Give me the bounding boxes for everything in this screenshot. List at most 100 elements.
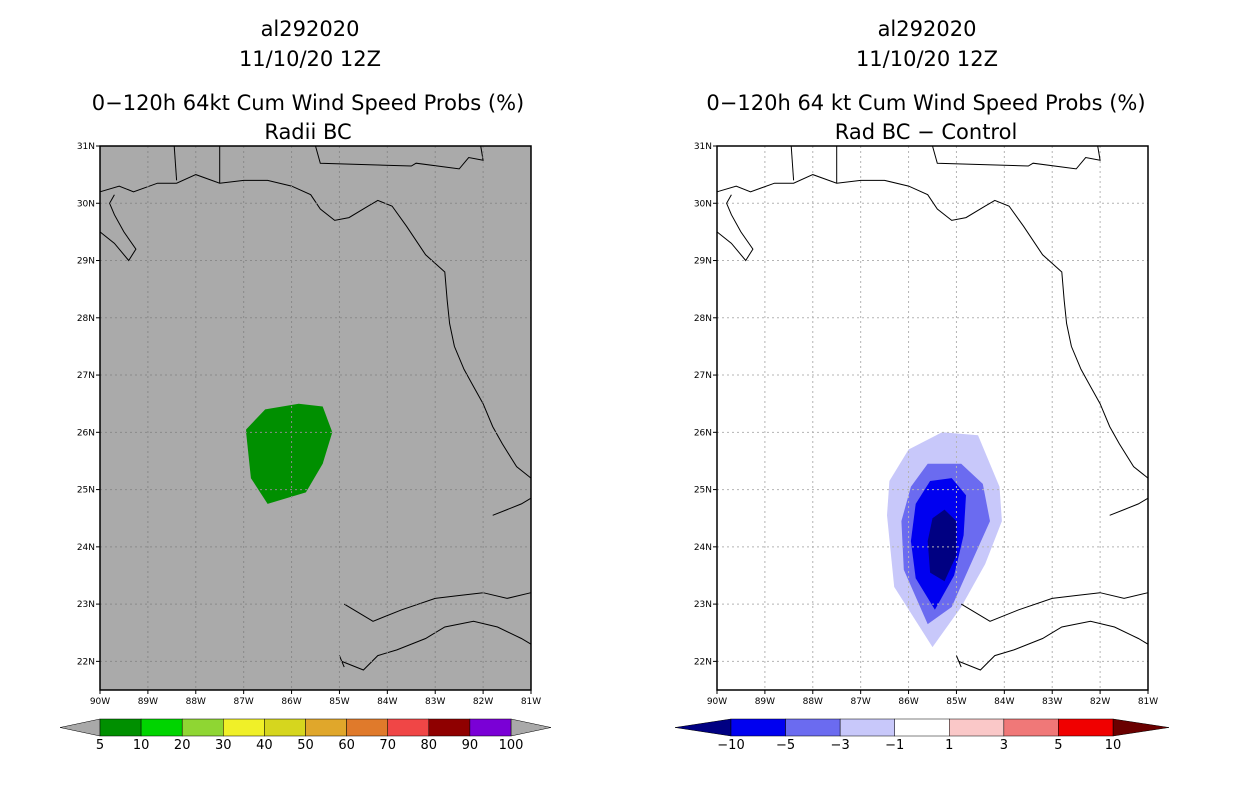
left-colorbar-label: 70 — [379, 738, 396, 753]
left-colorbar-segment — [305, 718, 347, 737]
left-colorbar-segment — [346, 718, 388, 737]
right-lon-label: 87W — [850, 697, 870, 707]
right-lon-label: 85W — [946, 697, 966, 707]
right-coastline — [960, 592, 1149, 622]
right-colorbar-segment — [1058, 718, 1114, 737]
left-lon-label: 83W — [425, 697, 445, 707]
left-coastline — [492, 497, 532, 516]
left-lat-label: 31N — [77, 142, 95, 152]
left-date-time: 11/10/20 12Z — [239, 47, 381, 71]
right-colorbar-label: −5 — [776, 738, 795, 753]
left-lat-label: 22N — [77, 657, 95, 667]
left-coastlines — [99, 145, 532, 671]
left-colorbar-label: 5 — [96, 738, 104, 753]
right-colorbar-segment — [839, 718, 895, 737]
right-coastline — [958, 620, 1149, 671]
right-lat-label: 22N — [694, 657, 712, 667]
left-lon-label: 86W — [281, 697, 301, 707]
right-lon-label: 90W — [707, 697, 727, 707]
left-colorbar-segment — [264, 718, 306, 737]
right-axis-ticks: 31N 30N 29N 28N 27N 26N 25N 24N 23N 22N 90W 89W 88W 8… — [694, 142, 1158, 707]
right-coastline — [955, 655, 962, 668]
right-colorbar-segment — [949, 718, 1005, 737]
right-title: 0−120h 64 kt Cum Wind Speed Probs (%) — [706, 91, 1145, 115]
left-colorbar: 5 10 20 30 40 50 60 70 80 90 100 — [59, 718, 552, 753]
left-colorbar-label: 30 — [215, 738, 232, 753]
left-subtitle: Radii BC — [264, 120, 351, 144]
right-lat-label: 27N — [694, 371, 712, 381]
left-colorbar-segment — [469, 718, 512, 737]
left-colorbar-label: 100 — [499, 738, 524, 753]
left-lat-label: 26N — [77, 428, 95, 438]
right-colorbar-label: −3 — [831, 738, 850, 753]
right-map-frame — [716, 145, 1149, 691]
right-colorbar-label: 5 — [1054, 738, 1062, 753]
left-coastline — [338, 655, 345, 668]
left-colorbar-high-arrow — [510, 718, 552, 737]
left-colorbar-segment — [428, 718, 471, 737]
right-colorbar-label: 1 — [945, 738, 953, 753]
right-colorbar-low-arrow — [674, 718, 732, 737]
left-lat-label: 24N — [77, 543, 95, 553]
left-lon-label: 85W — [329, 697, 349, 707]
left-lon-label: 89W — [138, 697, 158, 707]
right-colorbar-high-arrow — [1112, 718, 1170, 737]
left-coastline — [99, 194, 137, 262]
left-storm-id: al292020 — [261, 17, 360, 41]
left-colorbar-label: 50 — [297, 738, 314, 753]
right-colorbar-label: −10 — [717, 738, 744, 753]
right-colorbar-label: −1 — [885, 738, 904, 753]
right-lat-label: 24N — [694, 543, 712, 553]
right-lon-label: 82W — [1090, 697, 1110, 707]
right-colorbar-segment — [730, 718, 786, 737]
right-coastline — [932, 145, 1101, 170]
left-title: 0−120h 64kt Cum Wind Speed Probs (%) — [92, 91, 524, 115]
left-probability-contours — [246, 403, 333, 504]
left-lon-label: 84W — [377, 697, 397, 707]
left-colorbar-label: 40 — [256, 738, 273, 753]
left-coastline — [99, 174, 532, 479]
right-storm-id: al292020 — [878, 17, 977, 41]
right-coastline — [1109, 497, 1149, 516]
right-coastline — [716, 174, 1149, 479]
left-lon-label: 81W — [521, 697, 541, 707]
left-lon-label: 88W — [186, 697, 206, 707]
right-colorbar-label: 10 — [1105, 738, 1122, 753]
left-colorbar-segment — [387, 718, 430, 737]
left-axis-ticks: 31N 30N 29N 28N 27N 26N 25N 24N 23N 22N 90W 89W 88W 8… — [77, 142, 541, 707]
left-lat-label: 27N — [77, 371, 95, 381]
left-coastline — [315, 145, 484, 170]
right-coastline — [716, 194, 754, 262]
right-contour-3 — [927, 509, 957, 582]
left-colorbar-label: 90 — [462, 738, 479, 753]
right-colorbar: −10 −5 −3 −1 1 3 5 10 — [674, 718, 1170, 753]
right-colorbar-label: 3 — [1000, 738, 1008, 753]
left-lat-label: 28N — [77, 314, 95, 324]
left-lon-label: 82W — [473, 697, 493, 707]
left-colorbar-label: 20 — [174, 738, 191, 753]
right-lon-label: 84W — [994, 697, 1014, 707]
right-lon-label: 89W — [755, 697, 775, 707]
right-gridlines — [717, 146, 1148, 690]
right-subtitle: Rad BC − Control — [835, 120, 1018, 144]
left-coastline — [173, 145, 178, 181]
right-lat-label: 28N — [694, 314, 712, 324]
left-lat-label: 30N — [77, 199, 95, 209]
right-lat-label: 26N — [694, 428, 712, 438]
left-map-frame — [99, 145, 532, 691]
right-lat-label: 25N — [694, 486, 712, 496]
right-lon-label: 81W — [1138, 697, 1158, 707]
left-lon-label: 90W — [90, 697, 110, 707]
right-coastlines — [716, 145, 1149, 671]
left-colorbar-label: 80 — [421, 738, 438, 753]
right-lat-label: 30N — [694, 199, 712, 209]
right-lat-label: 23N — [694, 600, 712, 610]
left-lat-label: 23N — [77, 600, 95, 610]
left-colorbar-label: 10 — [133, 738, 150, 753]
panel-left: al292020 11/10/20 12Z 0−120h 64kt Cum Wi… — [59, 17, 552, 753]
panel-right: al292020 11/10/20 12Z 0−120h 64 kt Cum W… — [674, 17, 1170, 753]
left-colorbar-segment — [181, 718, 224, 737]
left-contour-0 — [246, 403, 333, 504]
left-lat-label: 25N — [77, 486, 95, 496]
